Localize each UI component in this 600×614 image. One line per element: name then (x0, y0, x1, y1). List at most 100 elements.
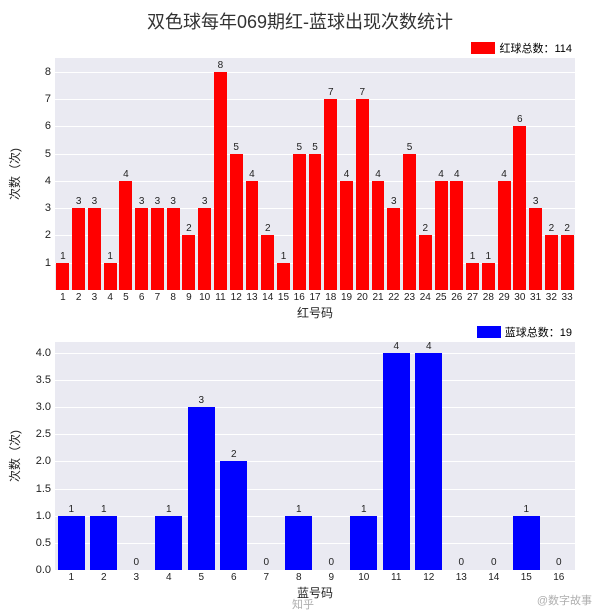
x-tick-label: 15 (278, 290, 289, 303)
bar-value-label: 3 (151, 197, 164, 208)
bar: 4 (383, 353, 410, 570)
x-tick-label: 5 (198, 570, 204, 583)
bar: 1 (104, 263, 117, 290)
red-y-axis-label: 次数（次) (6, 148, 23, 200)
x-tick-label: 18 (325, 290, 336, 303)
x-tick-label: 3 (133, 570, 139, 583)
x-tick-label: 15 (521, 570, 532, 583)
bar-value-label: 1 (56, 252, 69, 263)
bar-value-label: 2 (220, 450, 247, 461)
bar-value-label: 4 (435, 170, 448, 181)
gridline (55, 489, 575, 490)
y-tick-label: 1 (45, 257, 55, 269)
bar-value-label: 0 (253, 558, 280, 570)
bar-value-label: 3 (529, 197, 542, 208)
legend-blue: 蓝球总数：19 (477, 324, 572, 340)
bar: 2 (261, 235, 274, 290)
x-tick-label: 14 (262, 290, 273, 303)
bar-value-label: 2 (182, 224, 195, 235)
bar-value-label: 3 (72, 197, 85, 208)
bar: 2 (545, 235, 558, 290)
bar: 3 (188, 407, 215, 570)
x-tick-label: 12 (231, 290, 242, 303)
gridline (55, 516, 575, 517)
bar-value-label: 0 (318, 558, 345, 570)
gridline (55, 72, 575, 73)
y-tick-label: 4.0 (36, 347, 55, 359)
y-tick-label: 5 (45, 148, 55, 160)
bar-value-label: 5 (309, 143, 322, 154)
x-tick-label: 21 (372, 290, 383, 303)
x-tick-label: 24 (420, 290, 431, 303)
bar-value-label: 2 (261, 224, 274, 235)
bar: 4 (340, 181, 353, 290)
y-tick-label: 0.5 (36, 537, 55, 549)
bar-value-label: 2 (561, 224, 574, 235)
y-tick-label: 4 (45, 175, 55, 187)
bar-value-label: 0 (448, 558, 475, 570)
bar-value-label: 5 (230, 143, 243, 154)
bar: 5 (309, 154, 322, 290)
gridline (55, 99, 575, 100)
bar: 1 (56, 263, 69, 290)
y-tick-label: 1.0 (36, 510, 55, 522)
x-tick-label: 10 (199, 290, 210, 303)
bar-value-label: 5 (403, 143, 416, 154)
bar: 4 (119, 181, 132, 290)
bar-value-label: 4 (340, 170, 353, 181)
bar-value-label: 4 (383, 342, 410, 353)
legend-red: 红球总数：114 (471, 40, 572, 56)
x-tick-label: 30 (514, 290, 525, 303)
bar: 4 (435, 181, 448, 290)
bar: 6 (513, 126, 526, 290)
gridline (55, 543, 575, 544)
x-tick-label: 4 (107, 290, 113, 303)
bar-value-label: 3 (88, 197, 101, 208)
y-tick-label: 3.0 (36, 401, 55, 413)
red-x-axis-label: 红号码 (55, 304, 575, 321)
bar: 2 (561, 235, 574, 290)
x-tick-label: 14 (488, 570, 499, 583)
bar-value-label: 1 (482, 252, 495, 263)
x-tick-label: 16 (294, 290, 305, 303)
x-tick-label: 27 (467, 290, 478, 303)
y-tick-label: 2.0 (36, 455, 55, 467)
bar: 4 (372, 181, 385, 290)
x-tick-label: 6 (231, 570, 237, 583)
bar: 2 (182, 235, 195, 290)
bar-value-label: 0 (480, 558, 507, 570)
x-tick-label: 19 (341, 290, 352, 303)
y-tick-label: 6 (45, 120, 55, 132)
bar: 3 (167, 208, 180, 290)
blue-chart-panel: 0.00.51.01.52.02.53.03.54.01112031435260… (55, 342, 575, 570)
x-tick-label: 20 (357, 290, 368, 303)
bar: 1 (513, 516, 540, 570)
gridline (55, 407, 575, 408)
y-tick-label: 2 (45, 229, 55, 241)
x-tick-label: 12 (423, 570, 434, 583)
legend-blue-swatch (477, 326, 501, 338)
y-tick-label: 2.5 (36, 428, 55, 440)
figure-root: 双色球每年069期红-蓝球出现次数统计 红球总数：114 12345678113… (0, 0, 600, 614)
bar-value-label: 3 (167, 197, 180, 208)
y-tick-label: 3 (45, 202, 55, 214)
bar: 3 (529, 208, 542, 290)
bar-value-label: 5 (293, 143, 306, 154)
legend-red-label: 红球总数：114 (499, 40, 572, 56)
bar: 4 (450, 181, 463, 290)
x-tick-label: 10 (358, 570, 369, 583)
bar: 8 (214, 72, 227, 290)
x-tick-label: 7 (263, 570, 269, 583)
x-tick-label: 25 (435, 290, 446, 303)
bar: 3 (88, 208, 101, 290)
chart-title: 双色球每年069期红-蓝球出现次数统计 (0, 8, 600, 34)
bar: 3 (151, 208, 164, 290)
bar-value-label: 4 (450, 170, 463, 181)
x-tick-label: 9 (328, 570, 334, 583)
bar-value-label: 4 (246, 170, 259, 181)
x-tick-label: 31 (530, 290, 541, 303)
bar-value-label: 2 (545, 224, 558, 235)
y-tick-label: 7 (45, 93, 55, 105)
y-tick-label: 0.0 (36, 564, 55, 576)
blue-y-axis-label: 次数（次) (6, 430, 23, 482)
